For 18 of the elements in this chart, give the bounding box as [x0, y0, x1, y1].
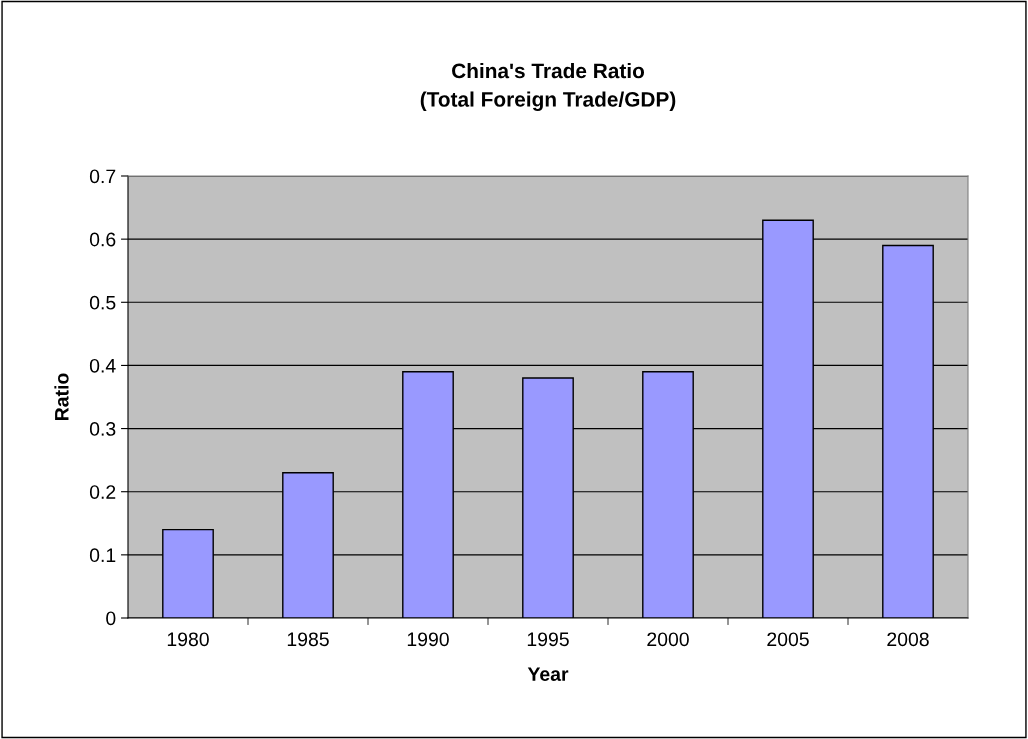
x-tick-label: 1990	[407, 632, 449, 647]
y-tick-label: 0.4	[89, 358, 116, 373]
y-tick-label: 0.3	[89, 422, 116, 436]
x-axis-title: Year	[527, 667, 569, 681]
y-tick-label: 0.1	[89, 548, 116, 563]
x-tick-label: 2005	[767, 632, 809, 647]
x-tick-label: 1995	[527, 632, 569, 647]
x-tick-label: 2000	[647, 632, 689, 647]
x-tick-label: 2008	[887, 632, 929, 647]
y-tick-label: 0.7	[89, 169, 116, 184]
y-axis-title: Ratio	[54, 373, 69, 420]
y-tick-label: 0.5	[89, 295, 116, 310]
y-tick-label: 0.2	[89, 485, 116, 499]
y-tick-label: 0.6	[89, 232, 116, 247]
x-tick-label: 1985	[287, 632, 329, 647]
y-tick-label: 0	[106, 611, 116, 626]
x-tick-label: 1980	[167, 632, 209, 647]
chart-title: China's Trade Ratio (Total Foreign Trade/GDP)	[420, 62, 676, 111]
